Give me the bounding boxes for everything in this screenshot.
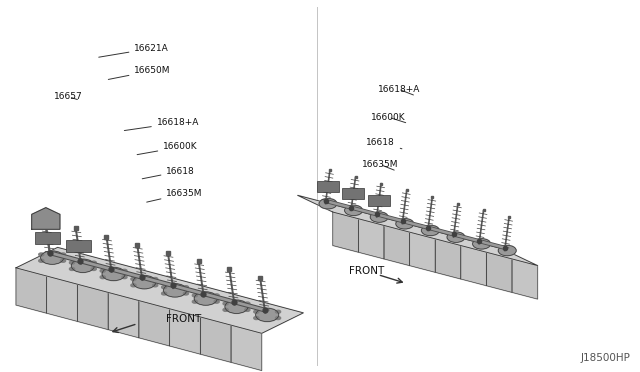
Circle shape (152, 284, 157, 287)
Circle shape (193, 300, 198, 303)
Text: 16635M: 16635M (147, 189, 203, 202)
Polygon shape (512, 259, 538, 299)
Text: 16600K: 16600K (137, 142, 198, 155)
Circle shape (91, 267, 96, 270)
FancyBboxPatch shape (368, 195, 390, 205)
Circle shape (131, 284, 136, 287)
Polygon shape (77, 284, 108, 330)
Circle shape (371, 212, 388, 222)
Circle shape (164, 283, 187, 297)
Polygon shape (435, 239, 461, 279)
Polygon shape (486, 252, 512, 292)
Circle shape (225, 300, 248, 313)
Text: 16618+A: 16618+A (378, 85, 420, 95)
Circle shape (122, 276, 127, 279)
Circle shape (100, 276, 106, 279)
Polygon shape (333, 212, 358, 252)
Circle shape (60, 259, 65, 262)
Circle shape (131, 278, 136, 280)
Circle shape (345, 205, 363, 216)
Polygon shape (32, 208, 60, 229)
Circle shape (275, 310, 280, 313)
Circle shape (70, 267, 75, 270)
Circle shape (254, 310, 259, 313)
Text: 16650M: 16650M (108, 66, 171, 80)
Circle shape (254, 317, 259, 320)
Circle shape (72, 259, 95, 272)
Polygon shape (384, 225, 410, 266)
Circle shape (223, 308, 228, 311)
Circle shape (396, 218, 414, 229)
Circle shape (60, 253, 65, 256)
Circle shape (183, 292, 188, 295)
Circle shape (152, 278, 157, 280)
Polygon shape (47, 276, 77, 321)
Polygon shape (170, 309, 200, 354)
Circle shape (473, 239, 491, 249)
Circle shape (41, 251, 64, 264)
Text: 16618: 16618 (366, 138, 402, 149)
Text: FRONT: FRONT (349, 266, 384, 276)
Polygon shape (358, 219, 384, 259)
Circle shape (193, 294, 198, 297)
FancyBboxPatch shape (342, 188, 364, 199)
Text: 16657: 16657 (54, 92, 83, 101)
Text: 16618: 16618 (142, 167, 195, 179)
Circle shape (183, 286, 188, 289)
Polygon shape (298, 195, 538, 266)
Circle shape (162, 286, 167, 289)
Circle shape (214, 294, 219, 297)
Circle shape (244, 302, 250, 305)
Polygon shape (139, 301, 170, 346)
Circle shape (256, 308, 279, 321)
Circle shape (319, 198, 337, 209)
Polygon shape (16, 268, 47, 313)
Circle shape (223, 302, 228, 305)
Polygon shape (200, 317, 231, 362)
Text: 16618+A: 16618+A (124, 118, 199, 131)
Polygon shape (410, 232, 435, 272)
Text: J18500HP: J18500HP (580, 353, 630, 363)
Circle shape (275, 317, 280, 320)
FancyBboxPatch shape (317, 182, 339, 192)
Circle shape (447, 232, 465, 243)
Polygon shape (16, 247, 303, 333)
Polygon shape (461, 246, 486, 286)
FancyBboxPatch shape (65, 240, 91, 252)
Polygon shape (108, 292, 139, 338)
Circle shape (244, 308, 250, 311)
Circle shape (39, 253, 44, 256)
Text: 16621A: 16621A (99, 44, 169, 57)
Circle shape (162, 292, 167, 295)
Circle shape (91, 261, 96, 264)
Text: FRONT: FRONT (166, 314, 202, 324)
Circle shape (100, 269, 106, 272)
Circle shape (133, 275, 156, 289)
Circle shape (195, 292, 218, 305)
Circle shape (39, 259, 44, 262)
Polygon shape (231, 325, 262, 371)
Circle shape (214, 300, 219, 303)
FancyBboxPatch shape (35, 231, 60, 244)
Circle shape (422, 225, 440, 236)
Circle shape (122, 269, 127, 272)
Text: 16635M: 16635M (362, 160, 398, 170)
Circle shape (499, 246, 516, 256)
Circle shape (70, 261, 75, 264)
Text: 16600K: 16600K (371, 113, 406, 123)
Circle shape (102, 267, 125, 280)
